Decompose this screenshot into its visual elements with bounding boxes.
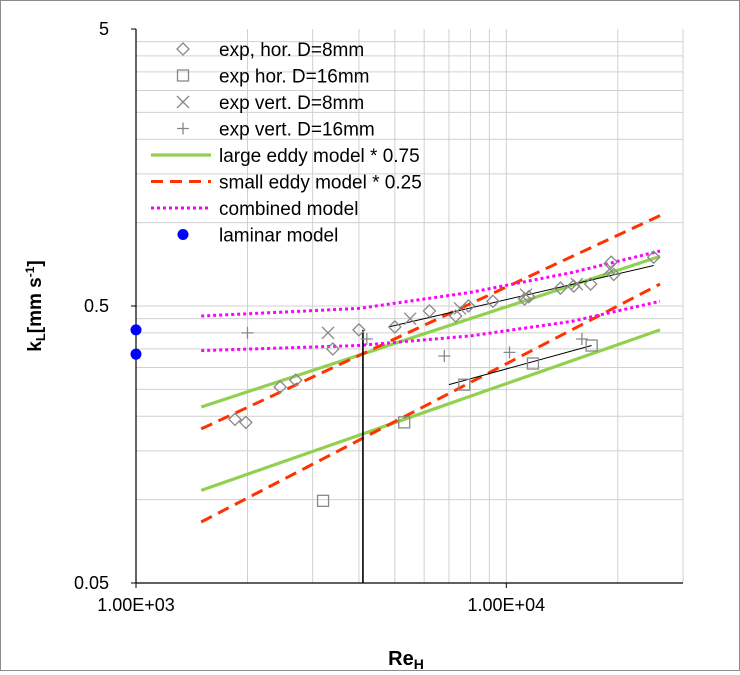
legend-label: exp, hor. D=8mm (219, 40, 364, 61)
data-point-diamond (485, 294, 500, 309)
y-axis-title-close: ] (25, 260, 46, 266)
legend-swatch-diamond (176, 42, 190, 56)
legend-label: exp vert. D=8mm (219, 93, 364, 114)
x-tick-label: 1.00E+03 (97, 595, 175, 615)
tick-labels: 1.00E+03 1.00E+04 0.05 0.5 5 (74, 19, 545, 615)
series-line-dashed (200, 282, 661, 524)
series-line-dashed (200, 214, 661, 431)
data-point-dot (130, 348, 142, 360)
y-axis-title-sup: -1 (23, 266, 37, 277)
x-axis-title-main: Re (388, 648, 414, 670)
legend: exp, hor. D=8mm exp hor. D=16mm exp vert. … (151, 40, 422, 247)
data-point-square (526, 357, 540, 370)
series-layer (130, 214, 661, 583)
legend-swatch-plus (177, 122, 189, 135)
y-axis-title-main: k (25, 341, 46, 352)
x-axis-title: ReH (388, 648, 424, 670)
legend-swatch-dot (177, 229, 189, 240)
y-axis-title-sub: L (33, 333, 48, 341)
data-point-dot (130, 324, 142, 336)
data-point-diamond (238, 415, 253, 430)
data-point-square (585, 339, 598, 352)
series-line-solid (200, 328, 661, 492)
data-point-x (519, 288, 533, 301)
data-point-diamond (422, 303, 437, 318)
data-point-diamond (646, 250, 661, 265)
legend-label: combined model (219, 199, 358, 220)
legend-label: small eddy model * 0.25 (219, 173, 422, 194)
data-point-diamond (521, 289, 536, 304)
data-point-diamond (325, 341, 340, 356)
data-point-diamond (288, 373, 303, 388)
data-point-square (316, 494, 330, 507)
data-point-plus (575, 333, 588, 346)
data-point-diamond (553, 281, 568, 296)
y-tick-label: 5 (99, 19, 109, 39)
y-tick-label: 0.5 (84, 296, 109, 316)
y-tick-label: 0.05 (74, 573, 109, 593)
data-point-diamond (606, 267, 621, 282)
data-point-x (403, 312, 417, 326)
legend-swatch-x (176, 95, 190, 109)
data-point-square (458, 378, 471, 391)
legend-label: laminar model (219, 226, 338, 247)
data-point-diamond (583, 277, 598, 291)
data-point-x (570, 277, 584, 291)
data-point-plus (360, 333, 373, 346)
legend-label: exp hor. D=16mm (219, 67, 370, 88)
series-line-dotted (201, 299, 661, 353)
data-point-diamond (352, 322, 366, 337)
fit-line (448, 345, 592, 386)
data-point-diamond (387, 320, 402, 334)
data-point-plus (241, 326, 254, 339)
legend-label: large eddy model * 0.75 (219, 146, 420, 167)
x-axis-title-sub: H (414, 656, 424, 670)
data-point-diamond (228, 412, 242, 427)
legend-swatch-square (176, 69, 190, 82)
data-point-x (603, 262, 617, 276)
data-point-x (453, 301, 467, 315)
data-point-diamond (448, 309, 463, 323)
data-point-plus (503, 346, 516, 359)
data-point-x (321, 326, 335, 340)
y-axis-title-unit: [mm s (25, 277, 46, 333)
legend-label: exp vert. D=16mm (219, 120, 375, 141)
data-point-plus (438, 349, 451, 362)
data-point-diamond (273, 380, 288, 394)
data-point-square (398, 416, 411, 429)
y-axis-title: kL[mm s-1] (23, 260, 48, 352)
series-line-dotted (201, 249, 661, 318)
x-tick-label: 1.00E+04 (468, 595, 546, 615)
